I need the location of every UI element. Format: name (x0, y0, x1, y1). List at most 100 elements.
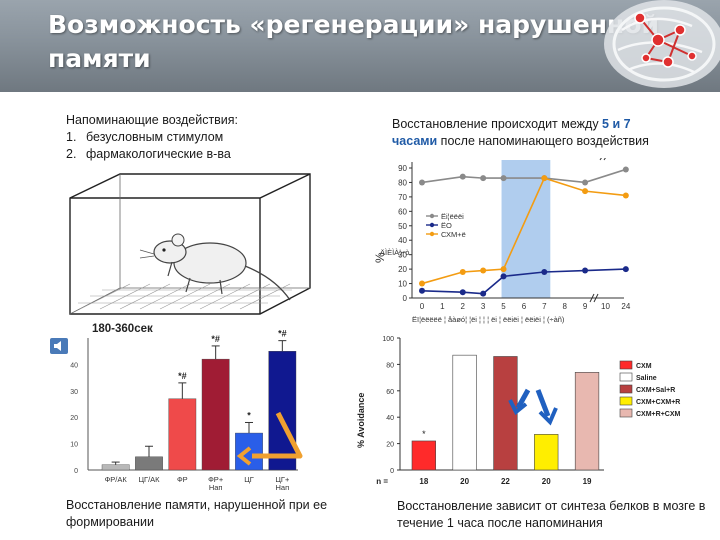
data-point (480, 267, 487, 274)
legend-label: CXM+Sal+R (636, 387, 675, 394)
y-tick-label: 0 (74, 468, 78, 475)
y-tick-label: 30 (70, 389, 78, 396)
text-pre: Восстановление происходит между (392, 117, 603, 131)
y-tick-label: 90 (398, 164, 407, 173)
y-tick-label: 10 (398, 280, 407, 289)
data-point (480, 290, 487, 297)
n-value: 20 (542, 477, 551, 486)
y-tick-label: 100 (382, 336, 394, 343)
y-tick-label: 60 (386, 389, 394, 396)
blue-arrowhead (508, 399, 528, 416)
legend-swatch (619, 396, 633, 406)
category-label: ЦГ (244, 475, 254, 484)
legend-label: CXM (636, 363, 652, 370)
data-point (500, 273, 507, 280)
category-label: Нап (209, 483, 223, 492)
legend-label: СХМ+ё (441, 230, 466, 239)
rat-in-box-illustration (69, 173, 311, 315)
legend-label: CXM+CXM+R (636, 399, 680, 406)
chart-title: 180-360сек (92, 323, 153, 335)
y-tick-label: 80 (386, 362, 394, 369)
bar (574, 372, 600, 471)
y-tick-label: 10 (70, 442, 78, 449)
blue-arrowhead (538, 407, 558, 426)
legend-swatch (619, 408, 633, 418)
list-number: 1. (66, 130, 77, 144)
slide-header: Возможность «регенерации» нарушенной пам… (0, 0, 720, 92)
legend-label: ЁО (441, 221, 452, 230)
data-point (459, 173, 466, 180)
text-highlight-unit: часами (392, 134, 438, 148)
bar (493, 356, 518, 471)
legend-marker (429, 222, 435, 228)
speaker-icon[interactable] (50, 338, 68, 354)
y-tick-label: 70 (398, 193, 407, 202)
n-label: n = (376, 477, 388, 486)
list-item: 2. фармакологические в-ва (66, 146, 238, 163)
data-point (459, 289, 466, 296)
y-tick-label: 0 (403, 294, 408, 303)
significance-label: *# (278, 329, 287, 339)
data-point (622, 166, 629, 173)
data-point (500, 175, 507, 182)
y-tick-label: 20 (70, 415, 78, 422)
rat-icon (139, 233, 291, 301)
x-tick-label: 24 (621, 302, 630, 311)
data-point (419, 179, 425, 186)
n-value: 18 (419, 477, 428, 486)
text-highlight-hours: 5 и 7 (602, 117, 631, 131)
data-point (500, 266, 507, 273)
bar (411, 440, 436, 471)
data-point (582, 179, 589, 186)
category-label: ФР/АК (105, 475, 128, 484)
recovery-time-line-chart: 0 10 20 30 40 50 60 70 80 90 0 1 2 3 5 6 7 8 9 10 24% Ёї¦ёёёё… (373, 158, 631, 324)
x-tick-label: 10 (601, 302, 610, 311)
y-axis-label: % Avoidance (356, 393, 366, 448)
significance-label: * (422, 429, 426, 439)
legend-swatch (619, 384, 633, 394)
category-label: ФР (177, 475, 188, 484)
x-tick-label: 6 (522, 302, 527, 311)
blue-arrow (515, 388, 531, 410)
x-axis-label: Ёї¦ёёёёё ¦ åàøó¦ ¦ёі ¦ ¦ ¦ ёі ¦ ёёіёі ¦ … (412, 315, 565, 324)
data-point (419, 287, 425, 294)
x-tick-label: 1 (440, 302, 445, 311)
data-point (582, 267, 589, 274)
data-point (622, 192, 629, 199)
y-axis-label: % (373, 252, 387, 263)
bar (201, 358, 230, 471)
reminder-heading: Напоминающие воздействия: (66, 113, 239, 127)
legend-label: CXM+R+CXM (636, 411, 681, 418)
data-point (541, 269, 548, 275)
overlay-text: ÄÌÈÌÀ¦÷ò (380, 248, 409, 257)
bar (534, 434, 559, 471)
list-text: безусловным стимулом (86, 130, 224, 144)
significance-label: *# (178, 371, 187, 381)
reminder-list: Напоминающие воздействия: 1. безусловным… (66, 112, 238, 163)
text-post: после напоминающего воздействия (437, 134, 649, 148)
avoidance-bar-chart: % Avoidance 0 20 40 60 80 100 n = * 18 20 22 20 19 CXM… (356, 336, 681, 486)
list-number: 2. (66, 147, 77, 161)
legend-label: Ёі¦ёёёі (441, 212, 464, 221)
legend-marker (429, 213, 435, 219)
x-tick-label: 7 (542, 302, 547, 311)
x-tick-label: 3 (481, 302, 486, 311)
x-tick-label: 2 (461, 302, 466, 311)
axis-break-bottom (589, 293, 599, 303)
y-tick-label: 20 (398, 265, 407, 274)
slide-title: Возможность «регенерации» нарушенной пам… (48, 10, 660, 73)
data-point (541, 175, 548, 182)
category-label: ЦГ/АК (138, 475, 160, 484)
bar (268, 351, 297, 471)
significance-label: * (247, 410, 251, 420)
list-text: фармакологические в-ва (86, 147, 231, 161)
x-tick-label: 9 (583, 302, 588, 311)
legend-swatch (619, 360, 633, 370)
data-point (582, 188, 589, 195)
category-label: Нап (276, 483, 290, 492)
category-label: ЦГ+ (275, 475, 290, 484)
bar (101, 464, 130, 471)
n-value: 22 (501, 477, 510, 486)
axis-break-top (599, 158, 606, 161)
n-value: 20 (460, 477, 469, 486)
